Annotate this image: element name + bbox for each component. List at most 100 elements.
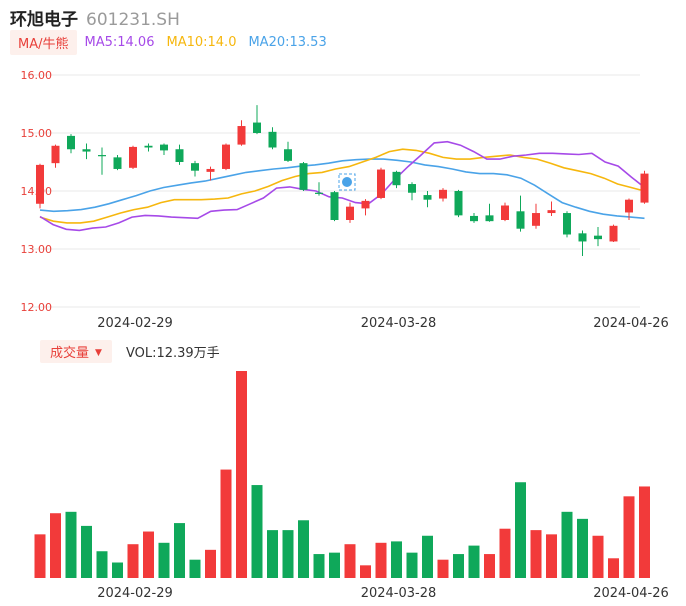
candle-body <box>439 189 447 199</box>
candle-body <box>377 169 385 198</box>
volume-bar <box>406 552 418 578</box>
candle <box>454 189 463 218</box>
candle <box>361 199 370 216</box>
candle-body <box>51 145 60 164</box>
candle <box>516 195 525 232</box>
volume-bar <box>96 551 108 578</box>
date-tick-label: 2024-04-26 <box>593 586 669 601</box>
volume-bar <box>127 544 139 578</box>
volume-bar <box>391 541 402 578</box>
candle <box>315 182 323 196</box>
candle-body <box>129 146 137 168</box>
candle <box>501 202 509 222</box>
candle <box>532 203 540 229</box>
volume-bar <box>65 511 77 578</box>
candle-body <box>113 157 122 169</box>
candle <box>377 167 385 200</box>
volume-bar <box>499 528 511 578</box>
candle-body <box>253 122 261 133</box>
volume-bar <box>313 554 325 578</box>
candle <box>563 211 571 238</box>
candle <box>578 230 587 256</box>
candle-body <box>640 173 649 203</box>
candle <box>222 143 230 171</box>
candle <box>98 147 106 175</box>
candle <box>470 213 478 223</box>
indicator-selector[interactable]: MA/牛熊 <box>10 29 77 55</box>
volume-bar <box>205 549 216 578</box>
ma20-legend: MA20:13.53 <box>248 34 327 50</box>
volume-bar <box>158 542 170 578</box>
date-tick-label: 2024-03-28 <box>361 316 437 331</box>
ma5-line <box>39 140 645 232</box>
candle-body <box>423 195 432 200</box>
volume-bar <box>468 545 480 578</box>
candle <box>439 188 447 202</box>
candle-body <box>82 149 91 152</box>
moving-average-lines <box>39 140 645 232</box>
date-tick-label: 2024-02-29 <box>97 316 173 331</box>
volume-bar <box>437 559 449 578</box>
candle-body <box>501 205 509 220</box>
volume-bar <box>329 552 340 578</box>
candle <box>268 127 277 150</box>
date-tick-label: 2024-04-26 <box>593 316 669 331</box>
candle-body <box>408 184 416 193</box>
candlesticks <box>36 105 649 256</box>
candle-body <box>144 145 153 148</box>
event-marker-icon <box>342 177 352 187</box>
volume-bar <box>50 513 61 578</box>
volume-bar <box>81 525 92 578</box>
candle <box>485 203 494 222</box>
volume-bar <box>112 562 123 578</box>
volume-bar <box>530 530 542 578</box>
volume-bar <box>360 565 371 578</box>
candle <box>284 141 292 162</box>
candle-body <box>609 225 618 242</box>
volume-bar <box>422 535 433 578</box>
candle-body <box>547 210 556 214</box>
candle <box>237 120 246 146</box>
candle <box>82 143 91 160</box>
candle <box>67 134 75 154</box>
candle <box>51 144 60 168</box>
volume-bar <box>608 558 619 578</box>
candle-body <box>516 211 525 229</box>
volume-bar <box>561 511 573 578</box>
volume-bar <box>174 523 185 578</box>
candle-body <box>594 235 602 240</box>
candle-body <box>191 163 199 171</box>
volume-value: VOL:12.39万手 <box>125 345 220 361</box>
volume-bar <box>484 554 495 578</box>
volume-bar <box>577 518 588 578</box>
chevron-down-icon: ▼ <box>95 348 102 358</box>
stock-header: 环旭电子 601231.SH <box>10 5 180 30</box>
volume-legend: 成交量 ▼ VOL:12.39万手 <box>40 339 220 363</box>
candle <box>408 182 416 201</box>
candle-body <box>485 215 494 222</box>
candle <box>330 191 339 222</box>
candle-body <box>392 171 401 186</box>
candle <box>299 162 308 191</box>
candle <box>113 155 122 171</box>
candle <box>594 226 602 247</box>
volume-bar <box>344 544 356 578</box>
ma10-legend: MA10:14.0 <box>166 34 237 50</box>
date-tick-label: 2024-02-29 <box>97 586 173 601</box>
volume-bar <box>515 482 526 578</box>
volume-indicator-selector[interactable]: 成交量 ▼ <box>40 339 112 363</box>
event-marker <box>338 173 356 191</box>
volume-bar <box>143 531 154 578</box>
candle <box>144 143 153 152</box>
volume-bar <box>236 371 247 578</box>
candle-body <box>315 192 323 194</box>
candle <box>36 163 44 209</box>
candle <box>346 202 354 223</box>
volume-bar <box>453 554 464 578</box>
candle-body <box>299 163 308 190</box>
volume-bar <box>623 496 635 578</box>
volume-bar <box>267 530 278 578</box>
date-axis-price: 2024-02-29 2024-03-28 2024-04-26 <box>97 316 669 331</box>
